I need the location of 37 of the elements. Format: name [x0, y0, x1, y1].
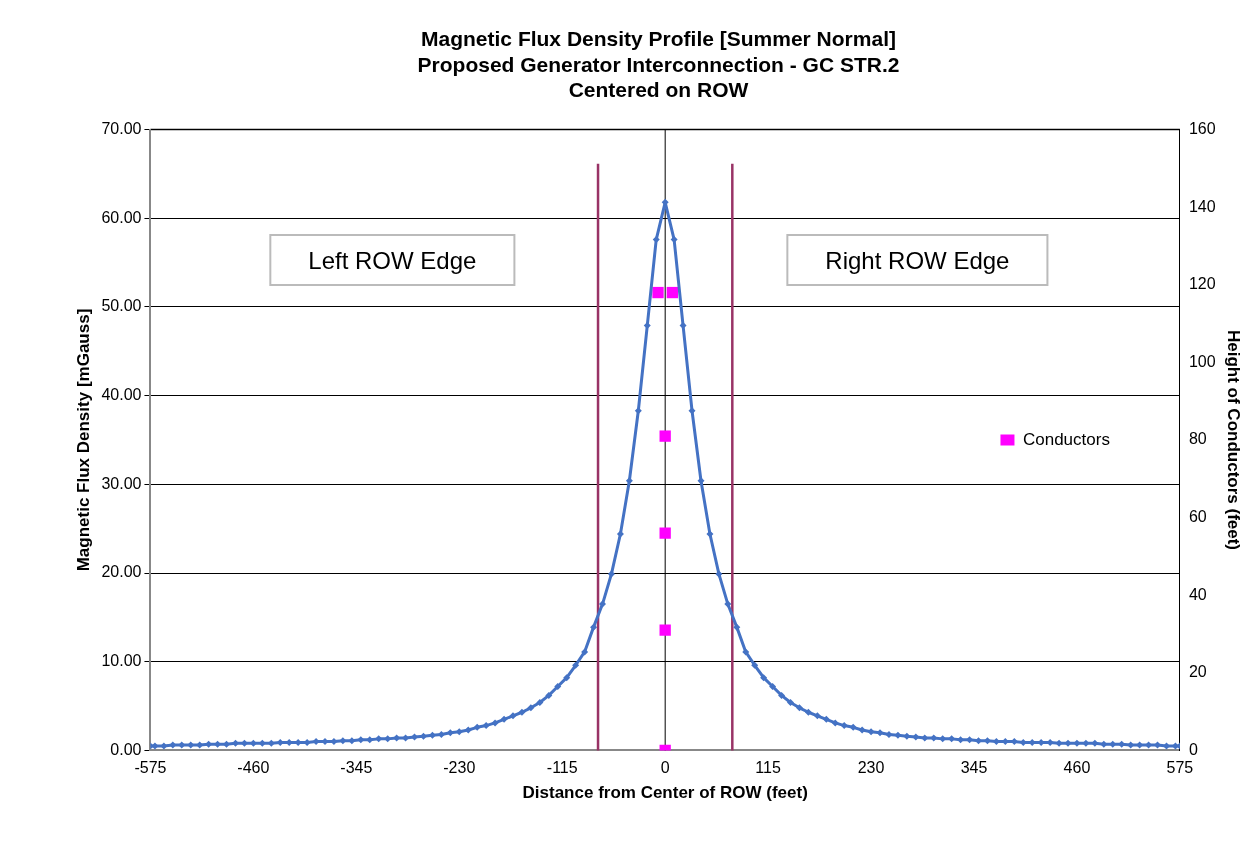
x-tick-label: -460: [237, 759, 270, 777]
annotation: Left ROW Edge: [308, 246, 477, 274]
y2-tick-label: 0: [1188, 740, 1198, 758]
x-tick-label: -345: [340, 759, 373, 777]
y-tick-label: 60.00: [101, 208, 142, 226]
x-tick-label: 460: [1063, 759, 1091, 777]
x-tick-label: 575: [1166, 759, 1194, 777]
y-tick-label: 70.00: [101, 120, 142, 138]
y-tick-label: 0.00: [110, 740, 142, 758]
y2-tick-label: 100: [1188, 352, 1216, 370]
y2-tick-label: 160: [1188, 120, 1216, 138]
y-tick-label: 30.00: [101, 474, 142, 492]
text: Centered on ROW: [568, 77, 749, 101]
y2-axis-title: Height of Conductors (feet): [1224, 329, 1244, 551]
y-tick-label: 10.00: [101, 652, 142, 670]
annotation: Right ROW Edge: [825, 246, 1010, 274]
y-tick-label: 20.00: [101, 563, 142, 581]
x-tick-label: 0: [660, 759, 670, 777]
x-tick-label: -575: [134, 759, 167, 777]
x-tick-label: 115: [755, 759, 781, 777]
text: Magnetic Flux Density Profile [Summer Normal]: [421, 27, 896, 51]
y-tick-label: 40.00: [101, 386, 142, 404]
y-axis-title: Magnetic Flux Density [mGauss]: [73, 308, 93, 572]
x-tick-label: -115: [546, 759, 578, 777]
x-axis-title: Distance from Center of ROW (feet): [522, 783, 808, 803]
text: Proposed Generator Interconnection - GC STR.2: [417, 52, 900, 76]
legend-label: Conductors: [1022, 429, 1110, 449]
y2-tick-label: 60: [1188, 508, 1207, 526]
x-tick-label: 230: [857, 759, 885, 777]
y2-tick-label: 20: [1188, 663, 1207, 681]
y2-tick-label: 80: [1188, 430, 1207, 448]
y2-tick-label: 120: [1188, 275, 1216, 293]
x-tick-label: -230: [443, 759, 476, 777]
x-tick-label: 345: [960, 759, 988, 777]
y2-tick-label: 140: [1188, 197, 1216, 215]
y-tick-label: 50.00: [101, 297, 142, 315]
y2-tick-label: 40: [1188, 585, 1207, 603]
